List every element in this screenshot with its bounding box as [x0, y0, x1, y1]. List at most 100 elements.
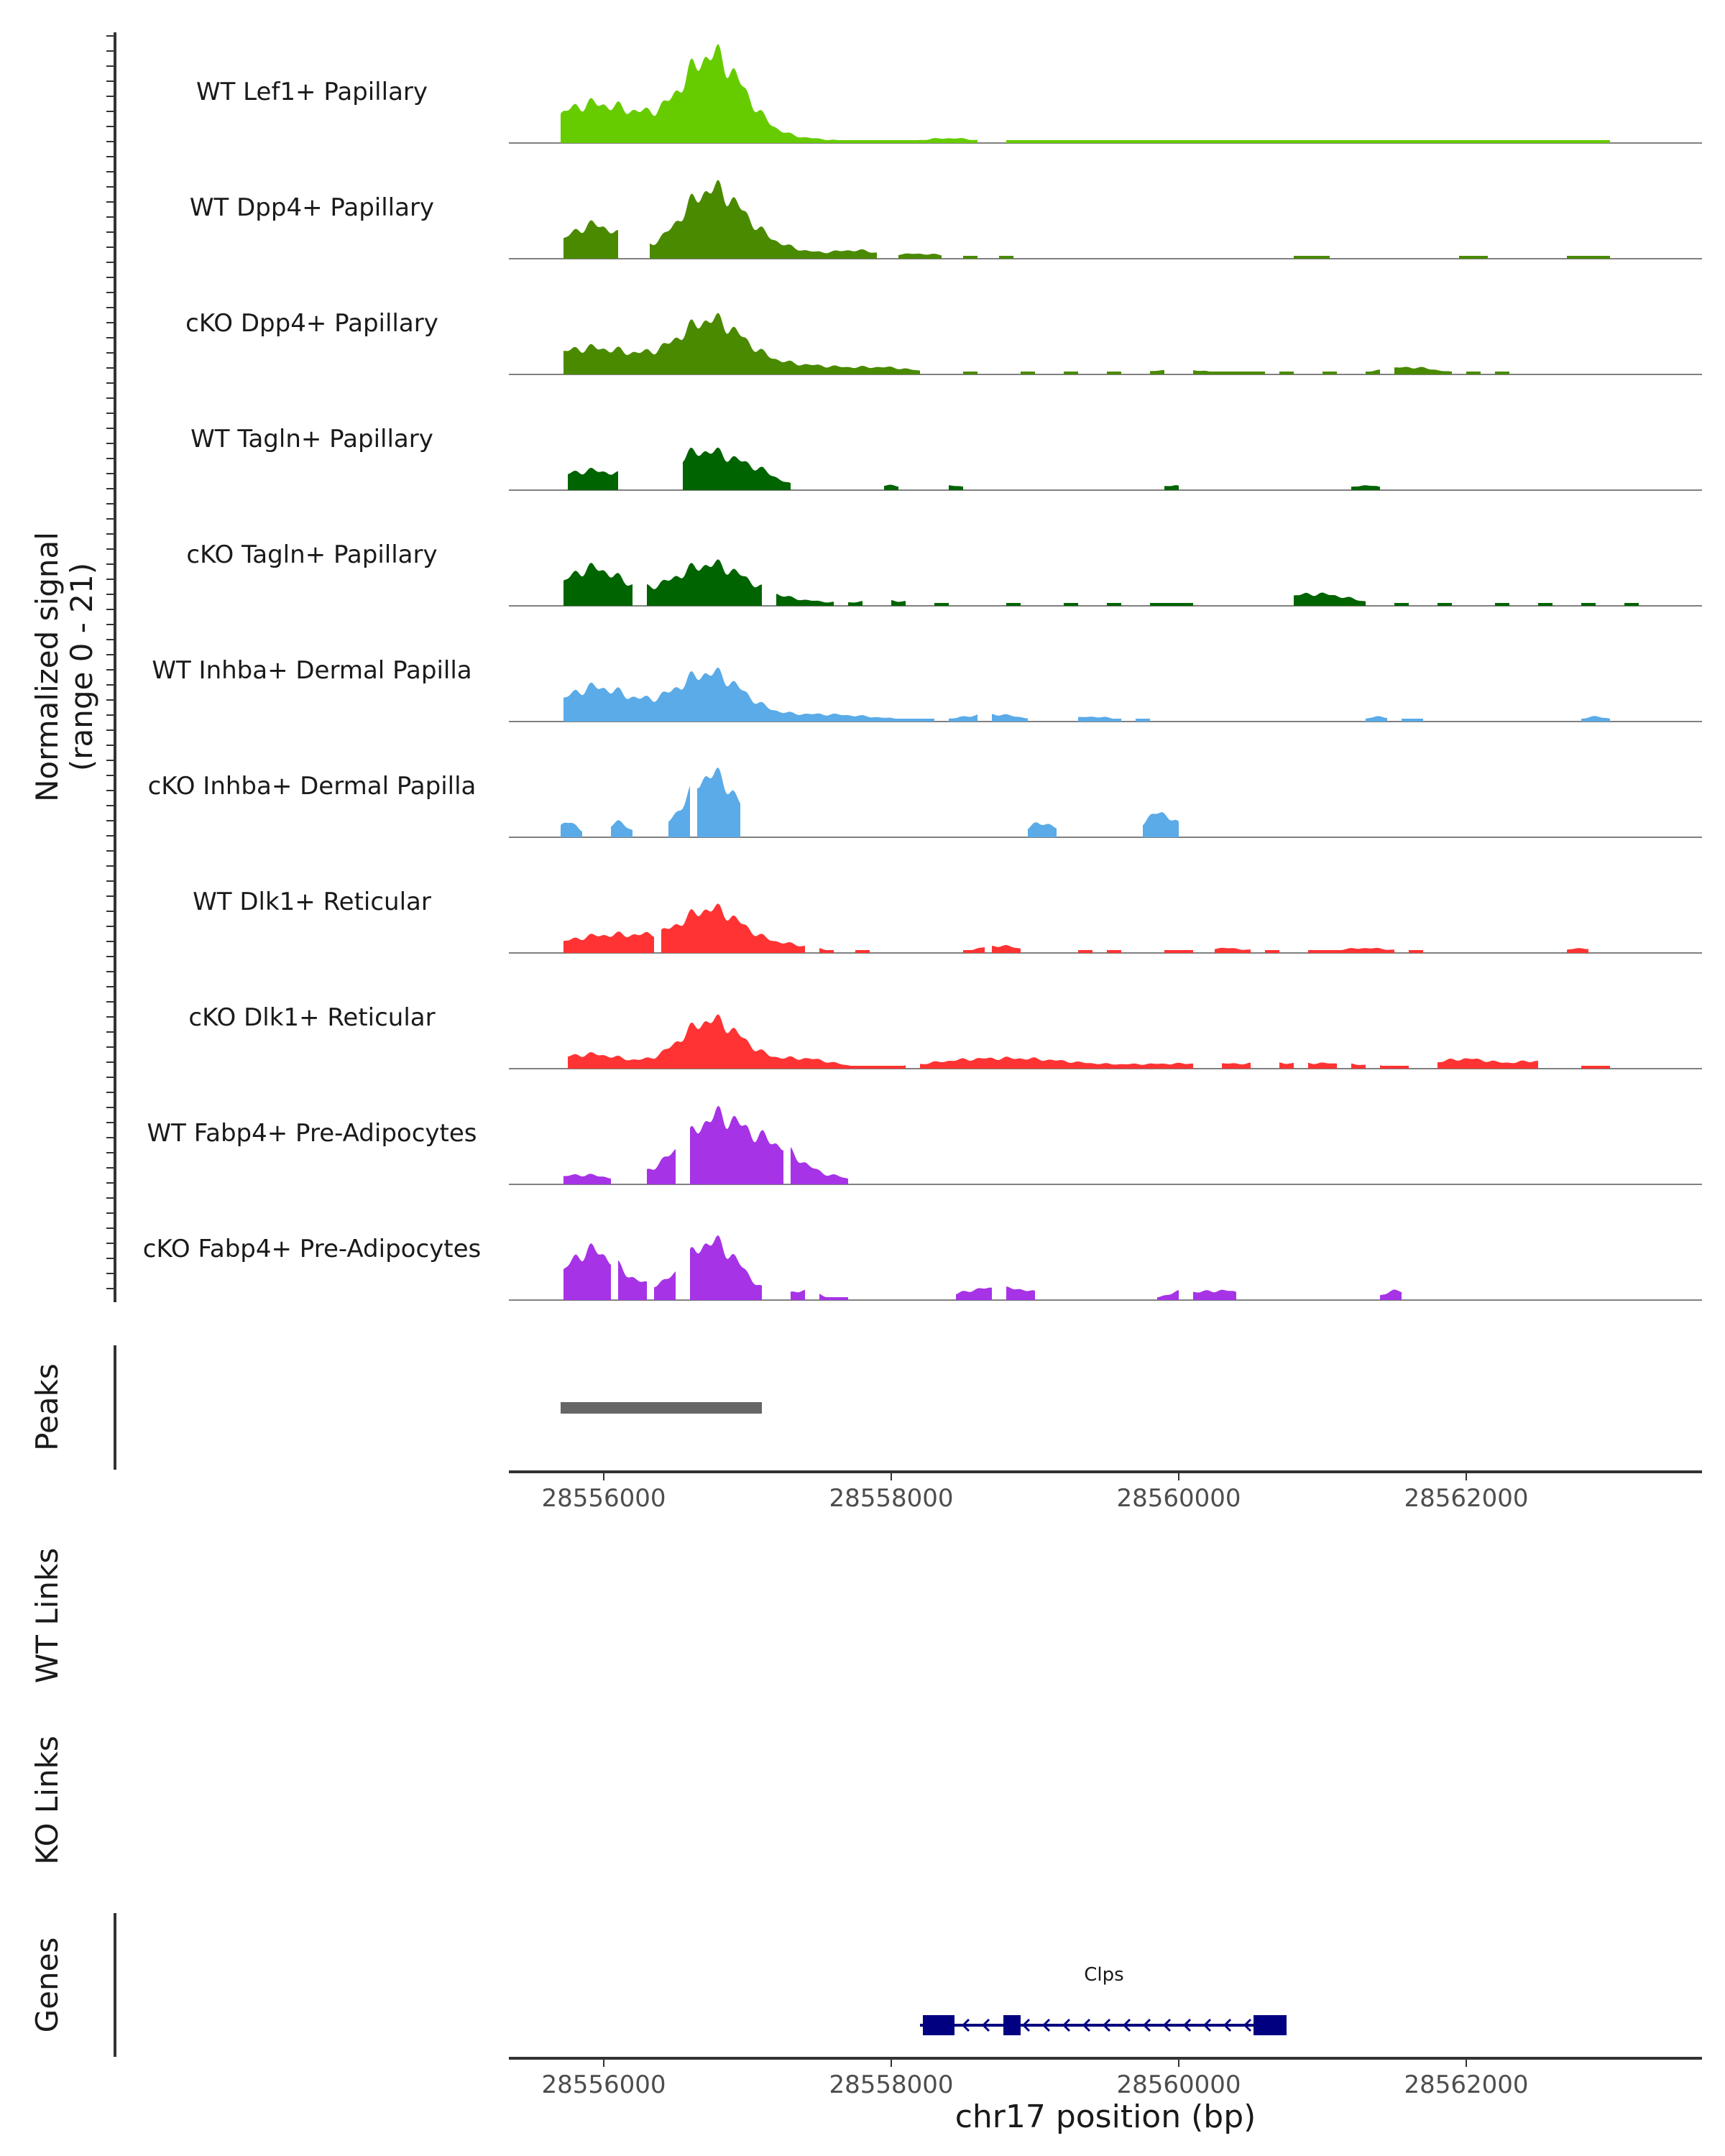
coverage-area [963, 947, 985, 953]
track-label: cKO Tagln+ Papillary [186, 540, 437, 569]
coverage-area [1279, 1062, 1294, 1069]
strand-arrow [1223, 2018, 1232, 2032]
coverage-area [791, 1289, 805, 1300]
coverage-area [956, 1287, 992, 1300]
coverage-area [1143, 812, 1179, 837]
coverage-area [618, 1260, 647, 1300]
coverage-area [1394, 367, 1452, 374]
coverage-area [934, 603, 949, 606]
coverage-area [884, 484, 898, 490]
wt-links-label: WT Links [29, 1548, 65, 1683]
track-label: WT Tagln+ Papillary [190, 425, 433, 453]
track-3: cKO Dpp4+ Papillary [185, 309, 1702, 375]
x-tick-label: 28558000 [829, 1484, 953, 1513]
coverage-area [1380, 1065, 1409, 1069]
coverage-area [1164, 950, 1193, 953]
track-9: cKO Dlk1+ Reticular [188, 1003, 1702, 1069]
strand-arrow [1142, 2018, 1151, 2032]
coverage-area [992, 945, 1021, 953]
x-tick-label: 28556000 [541, 1484, 666, 1513]
gene-exon [1003, 2015, 1021, 2035]
coverage-area [1366, 369, 1380, 374]
coverage-area [564, 313, 920, 374]
coverage-area [1208, 1289, 1236, 1300]
coverage-area [1308, 1062, 1337, 1069]
strand-arrow [1243, 2018, 1252, 2032]
coverage-area [1078, 717, 1121, 722]
coverage-area [704, 559, 762, 606]
coverage-area [611, 820, 632, 837]
signal-tracks: WT Lef1+ Papillary WT Dpp4+ Papillary cKO … [143, 44, 1702, 1301]
coverage-area [650, 180, 834, 259]
gene-exon [923, 2015, 954, 2035]
coverage-area [690, 1105, 748, 1184]
track-label: cKO Dlk1+ Reticular [188, 1003, 435, 1032]
coverage-area [697, 768, 740, 837]
coverage-area [1193, 1290, 1208, 1300]
coverage-area [647, 1148, 676, 1184]
coverage-area [748, 926, 805, 953]
coverage-area [683, 447, 791, 490]
coverage-area [1157, 1290, 1179, 1300]
strand-arrow [1162, 2018, 1172, 2032]
coverage-area [647, 563, 704, 606]
gene-clps: Clps [920, 1964, 1287, 2035]
coverage-area [834, 1174, 848, 1184]
x-tick-label: 28562000 [1404, 1484, 1528, 1513]
track-label: cKO Inhba+ Dermal Papilla [148, 772, 477, 801]
track-4: WT Tagln+ Papillary [190, 425, 1702, 491]
coverage-area [1402, 719, 1423, 722]
coverage-area [992, 714, 1028, 722]
coverage-area [1006, 140, 1610, 143]
strand-arrow [1062, 2018, 1071, 2032]
coverage-area [949, 714, 978, 722]
track-label: cKO Fabp4+ Pre-Adipocytes [143, 1235, 482, 1263]
coverage-area [963, 372, 978, 374]
coverage-area [564, 931, 654, 953]
coverage-area [920, 1056, 1035, 1069]
x-axis-title: chr17 position (bp) [955, 2099, 1256, 2135]
coverage-area [1215, 947, 1251, 953]
coverage-area [1581, 716, 1610, 722]
coverage-area [1279, 372, 1294, 374]
coverage-area [1351, 485, 1380, 490]
track-2: WT Dpp4+ Papillary [190, 180, 1702, 259]
coverage-area [963, 256, 978, 259]
coverage-area [1107, 372, 1121, 374]
track-label: WT Dlk1+ Reticular [193, 888, 431, 916]
coverage-area [568, 467, 618, 490]
coverage-area [1380, 1289, 1402, 1300]
coverage-area [564, 220, 618, 259]
track-label: WT Fabp4+ Pre-Adipocytes [147, 1119, 477, 1148]
coverage-area [1006, 1286, 1035, 1300]
coverage-area [1107, 603, 1121, 606]
coverage-area [1193, 370, 1265, 374]
coverage-area [1222, 1062, 1251, 1069]
coverage-area [1495, 603, 1509, 606]
coverage-area [1409, 950, 1423, 953]
coverage-area [1294, 256, 1330, 259]
peak-region [561, 1402, 762, 1414]
coverage-area [748, 1272, 762, 1300]
coverage-area [949, 485, 963, 490]
coverage-area [791, 1146, 834, 1184]
coverage-area [1150, 370, 1164, 374]
strand-arrow [1082, 2018, 1091, 2032]
coverage-area [891, 600, 906, 606]
coverage-area [1265, 950, 1279, 953]
track-10: WT Fabp4+ Pre-Adipocytes [147, 1105, 1702, 1185]
peaks-x-ticks: 28556000 28558000 28560000 28562000 [541, 1472, 1529, 1513]
coverage-area [1567, 256, 1610, 259]
coverage-area [564, 668, 934, 722]
coverage-area [1064, 372, 1078, 374]
y-axis-subtitle: (range 0 - 21) [64, 563, 99, 771]
coverage-area [1366, 716, 1387, 722]
track-1: WT Lef1+ Papillary [196, 44, 1702, 144]
coverage-area [1581, 1066, 1610, 1069]
coverage-area [1021, 372, 1035, 374]
x-tick-label: 28558000 [829, 2070, 953, 2099]
coverage-area [1322, 947, 1394, 953]
coverage-area [1438, 603, 1452, 606]
coverage-area [1438, 1058, 1538, 1069]
